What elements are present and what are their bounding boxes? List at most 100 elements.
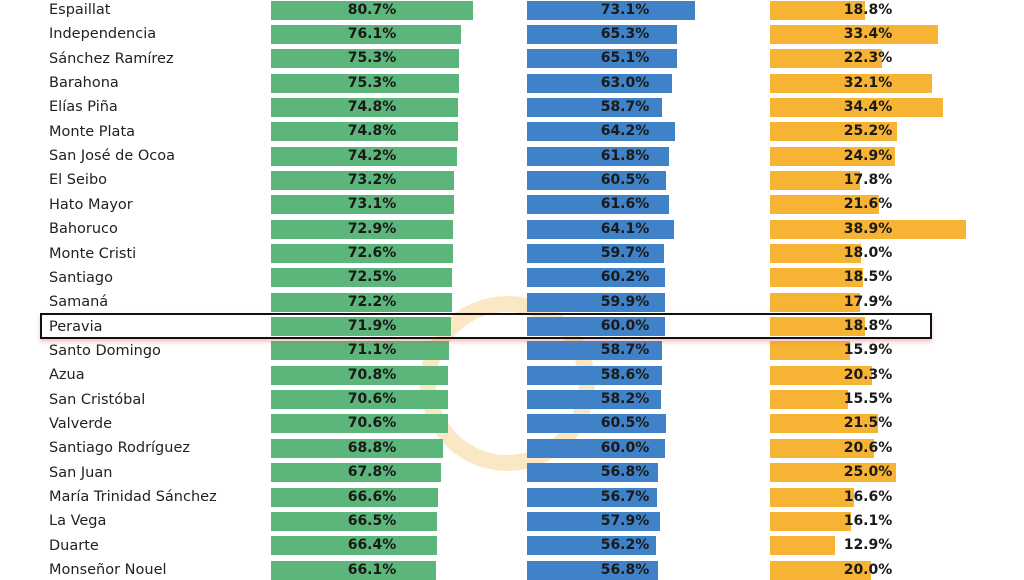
data-label: 73.1% (600, 1, 650, 18)
category-label: Samaná (49, 294, 109, 311)
data-label: 72.9% (347, 220, 397, 237)
bar-series-1 (271, 292, 452, 312)
data-label: 70.8% (347, 366, 397, 383)
bar-series-1 (271, 97, 458, 117)
bar-series-3 (770, 365, 873, 385)
data-label: 33.4% (843, 25, 893, 42)
bar-series-1 (271, 390, 448, 410)
bar-series-2 (527, 24, 678, 44)
bar-series-1 (271, 244, 453, 263)
category-label: Bahoruco (49, 221, 118, 238)
bar-series-3 (770, 317, 865, 337)
category-label: Hato Mayor (49, 196, 133, 213)
data-label: 72.5% (347, 269, 397, 286)
category-label: Azua (49, 367, 85, 384)
bar-series-3 (770, 463, 896, 483)
data-label: 61.6% (600, 196, 650, 213)
data-label: 58.2% (600, 391, 650, 408)
bar-series-1 (271, 219, 454, 239)
category-label: María Trinidad Sánchez (49, 489, 217, 505)
data-label: 60.5% (600, 171, 650, 188)
data-label: 15.5% (843, 391, 893, 408)
bar-series-2 (527, 73, 672, 93)
bar-series-1 (271, 438, 443, 458)
data-label: 24.9% (843, 147, 893, 164)
bar-series-1 (271, 24, 462, 44)
data-label: 17.8% (843, 171, 893, 188)
data-label: 20.3% (843, 366, 893, 383)
data-label: 22.3% (843, 50, 893, 67)
category-label: Duarte (49, 537, 99, 554)
data-label: 80.7% (347, 1, 397, 18)
bar-series-1 (271, 0, 473, 20)
data-label: 70.6% (347, 391, 397, 408)
bar-series-2 (527, 97, 662, 117)
data-label: 25.2% (843, 123, 893, 140)
bar-series-3 (770, 73, 932, 93)
bar-series-2 (527, 219, 675, 239)
data-label: 75.3% (347, 50, 397, 67)
bar-series-1 (271, 73, 460, 93)
bar-series-3 (770, 438, 874, 458)
data-label: 12.9% (843, 537, 893, 554)
data-label: 68.8% (347, 439, 397, 456)
data-label: 56.8% (600, 464, 650, 481)
bar-series-3 (770, 24, 939, 44)
bar-series-3 (770, 292, 861, 312)
data-label: 60.0% (600, 318, 650, 335)
bar-series-2 (527, 146, 670, 166)
bar-series-1 (271, 122, 458, 142)
data-label: 66.4% (347, 537, 397, 554)
category-label: Santo Domingo (49, 342, 161, 359)
data-label: 65.1% (600, 50, 650, 67)
data-label: 18.5% (843, 269, 893, 286)
data-label: 25.0% (843, 464, 893, 481)
data-label: 58.6% (600, 366, 650, 383)
peravia-highlight-box (40, 313, 932, 339)
data-label: 66.5% (347, 512, 397, 529)
bar-series-2 (527, 268, 666, 288)
category-label: Espaillat (49, 2, 111, 18)
bar-series-2 (527, 49, 677, 69)
category-label: Monseñor Nouel (49, 562, 167, 579)
bar-series-2 (527, 463, 658, 483)
data-label: 61.8% (600, 147, 650, 164)
category-label: Sánchez Ramírez (49, 50, 174, 67)
data-label: 21.6% (843, 196, 893, 213)
bar-series-3 (770, 414, 879, 434)
category-label: Monte Cristi (49, 245, 137, 262)
bar-series-2 (527, 438, 665, 458)
data-label: 66.1% (347, 561, 397, 578)
data-label: 17.9% (843, 293, 893, 310)
bar-series-3 (770, 49, 883, 69)
category-label: Monte Plata (49, 123, 136, 140)
data-label: 38.9% (843, 220, 893, 237)
category-label: La Vega (49, 513, 107, 530)
category-label: San Juan (49, 464, 113, 481)
bar-series-2 (527, 170, 667, 190)
data-label: 73.1% (347, 196, 397, 213)
bar-series-1 (271, 170, 454, 190)
bar-series-2 (527, 511, 661, 531)
bar-series-1 (271, 536, 437, 556)
data-label: 15.9% (843, 342, 893, 359)
bar-series-3 (770, 487, 854, 507)
data-label: 76.1% (347, 25, 397, 42)
bar-series-1 (271, 195, 454, 215)
bar-series-2 (527, 487, 658, 507)
data-label: 67.8% (347, 464, 397, 481)
category-label: Santiago (49, 269, 113, 286)
category-label: San Cristóbal (49, 391, 146, 408)
bar-series-3 (770, 244, 861, 263)
category-label: Santiago Rodríguez (49, 440, 190, 457)
data-label: 34.4% (843, 98, 893, 115)
category-label: Elías Piña (49, 99, 118, 116)
data-label: 32.1% (843, 74, 893, 91)
bar-series-2 (527, 317, 665, 337)
bar-series-2 (527, 414, 667, 434)
data-label: 60.0% (600, 439, 650, 456)
data-label: 18.0% (843, 245, 893, 261)
category-label: Valverde (49, 415, 113, 432)
data-label: 74.8% (347, 98, 397, 115)
